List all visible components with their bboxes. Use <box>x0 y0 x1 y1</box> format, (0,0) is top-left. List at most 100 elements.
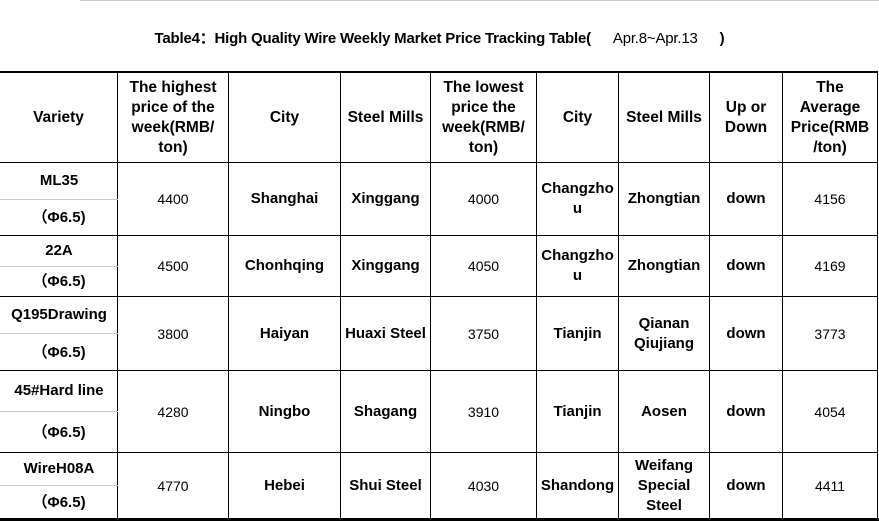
average-price-cell: 4156 <box>783 163 878 236</box>
title-text: Table4：High Quality Wire Weekly Market P… <box>154 30 592 47</box>
low-city-cell: Changzhou <box>537 236 619 297</box>
variety-spec: （Φ6.5) <box>32 209 86 226</box>
high-city-cell-text: Shanghai <box>250 190 319 207</box>
variety-cell: 45#Hard line （Φ6.5) <box>0 371 118 453</box>
variety-name: WireH08A <box>0 453 118 486</box>
high-steel-mill-cell-text: Shagang <box>353 402 418 420</box>
lowest-price-cell-text: 4050 <box>467 258 500 274</box>
highest-price-cell: 4280 <box>118 371 229 453</box>
header-low-steel-mill: Steel Mills <box>619 73 710 163</box>
low-steel-mill-cell-text: Qianan Qiujiang <box>634 314 694 352</box>
variety-name: 45#Hard line <box>0 371 118 412</box>
low-city-cell-text: Changzhou <box>541 180 614 217</box>
header-variety: Variety <box>0 73 118 163</box>
low-steel-mill-cell: Aosen <box>619 371 710 453</box>
trend-cell: down <box>710 297 783 371</box>
low-steel-mill-cell: Qianan Qiujiang <box>619 297 710 371</box>
highest-price-cell-text: 4770 <box>157 477 189 494</box>
lowest-price-cell: 4000 <box>431 163 537 236</box>
lowest-price-cell-text: 4030 <box>467 477 500 494</box>
header-high-city: City <box>229 73 341 163</box>
high-city-cell: Haiyan <box>229 297 341 371</box>
average-price-cell: 4411 <box>783 453 878 519</box>
lowest-price-cell-text: 3750 <box>467 325 500 342</box>
title-date: Apr.8~Apr.13 <box>612 30 698 47</box>
variety-cell: 22A （Φ6.5) <box>0 236 118 297</box>
highest-price-cell-text: 4500 <box>157 258 189 274</box>
header-trend-text: Up or Down <box>724 98 768 136</box>
lowest-price-cell: 4050 <box>431 236 537 297</box>
trend-cell: down <box>710 371 783 453</box>
variety-spec: （Φ6.5) <box>32 493 86 511</box>
average-price-cell-text: 4411 <box>814 477 846 494</box>
header-lowest-price: The lowest price the week(RMB/ ton) <box>431 73 537 163</box>
trend-cell: down <box>710 163 783 236</box>
variety-spec: （Φ6.5) <box>32 343 86 361</box>
lowest-price-cell: 4030 <box>431 453 537 519</box>
high-city-cell: Chonhqing <box>229 236 341 297</box>
title-close: ) <box>719 30 725 47</box>
header-high-steel-mill-text: Steel Mills <box>347 108 424 126</box>
highest-price-cell-text: 3800 <box>157 325 189 342</box>
table-title: Table4：High Quality Wire Weekly Market P… <box>0 27 879 48</box>
variety-name: Q195Drawing <box>0 297 118 334</box>
variety-cell: WireH08A （Φ6.5) <box>0 453 118 519</box>
trend-cell-text: down <box>726 324 766 342</box>
high-city-cell: Ningbo <box>229 371 341 453</box>
header-low-city: City <box>537 73 619 163</box>
high-steel-mill-cell-text: Huaxi Steel <box>345 324 426 342</box>
high-steel-mill-cell: Shagang <box>341 371 431 453</box>
average-price-cell-text: 4156 <box>814 191 846 207</box>
header-trend: Up or Down <box>710 73 783 163</box>
lowest-price-cell-text: 4000 <box>467 191 500 207</box>
highest-price-cell: 4770 <box>118 453 229 519</box>
low-city-cell: Tianjin <box>537 297 619 371</box>
high-steel-mill-cell-text: Xinggang <box>351 257 420 274</box>
highest-price-cell: 4400 <box>118 163 229 236</box>
low-steel-mill-cell-text: Aosen <box>641 402 687 420</box>
high-city-cell-text: Chonhqing <box>244 257 325 274</box>
high-city-cell-text: Hebei <box>264 476 305 494</box>
high-city-cell: Hebei <box>229 453 341 519</box>
low-steel-mill-cell: Zhongtian <box>619 163 710 236</box>
variety-cell: ML35 （Φ6.5) <box>0 163 118 236</box>
highest-price-cell-text: 4280 <box>157 403 189 420</box>
low-city-cell: Tianjin <box>537 371 619 453</box>
header-highest-price: The highest price of the week(RMB/ ton) <box>118 73 229 163</box>
low-steel-mill-cell-text: Zhongtian <box>627 257 701 274</box>
average-price-cell-text: 4054 <box>814 403 846 420</box>
high-city-cell: Shanghai <box>229 163 341 236</box>
average-price-cell: 4054 <box>783 371 878 453</box>
high-city-cell-text: Haiyan <box>259 324 310 342</box>
header-low-steel-mill-text: Steel Mills <box>626 108 702 126</box>
high-steel-mill-cell: Shui Steel <box>341 453 431 519</box>
low-city-cell-text: Shandong <box>540 476 615 494</box>
low-city-cell-text: Tianjin <box>553 324 602 342</box>
header-lowest-price-text: The lowest price the week(RMB/ ton) <box>442 78 525 156</box>
high-steel-mill-cell-text: Shui Steel <box>349 476 422 494</box>
low-steel-mill-cell: Weifang Special Steel <box>619 453 710 519</box>
variety-cell: Q195Drawing （Φ6.5) <box>0 297 118 371</box>
header-variety-text: Variety <box>33 108 84 126</box>
average-price-cell: 3773 <box>783 297 878 371</box>
high-steel-mill-cell: Huaxi Steel <box>341 297 431 371</box>
sheet-gridline <box>80 0 879 3</box>
header-low-city-text: City <box>562 108 593 126</box>
high-steel-mill-cell-text: Xinggang <box>351 190 420 207</box>
trend-cell: down <box>710 236 783 297</box>
header-average-price-text: The Average Price(RMB /ton) <box>790 78 870 156</box>
low-steel-mill-cell-text: Weifang Special Steel <box>634 456 694 514</box>
variety-name: 22A <box>0 236 118 267</box>
average-price-cell-text: 3773 <box>814 325 846 342</box>
variety-spec: （Φ6.5) <box>32 423 86 441</box>
lowest-price-cell-text: 3910 <box>467 403 500 420</box>
variety-name: ML35 <box>0 163 118 200</box>
trend-cell-text: down <box>726 476 766 494</box>
highest-price-cell-text: 4400 <box>157 191 189 207</box>
low-steel-mill-cell: Zhongtian <box>619 236 710 297</box>
variety-spec: （Φ6.5) <box>32 273 86 290</box>
low-city-cell: Changzhou <box>537 163 619 236</box>
low-city-cell: Shandong <box>537 453 619 519</box>
average-price-cell: 4169 <box>783 236 878 297</box>
trend-cell-text: down <box>726 257 766 274</box>
